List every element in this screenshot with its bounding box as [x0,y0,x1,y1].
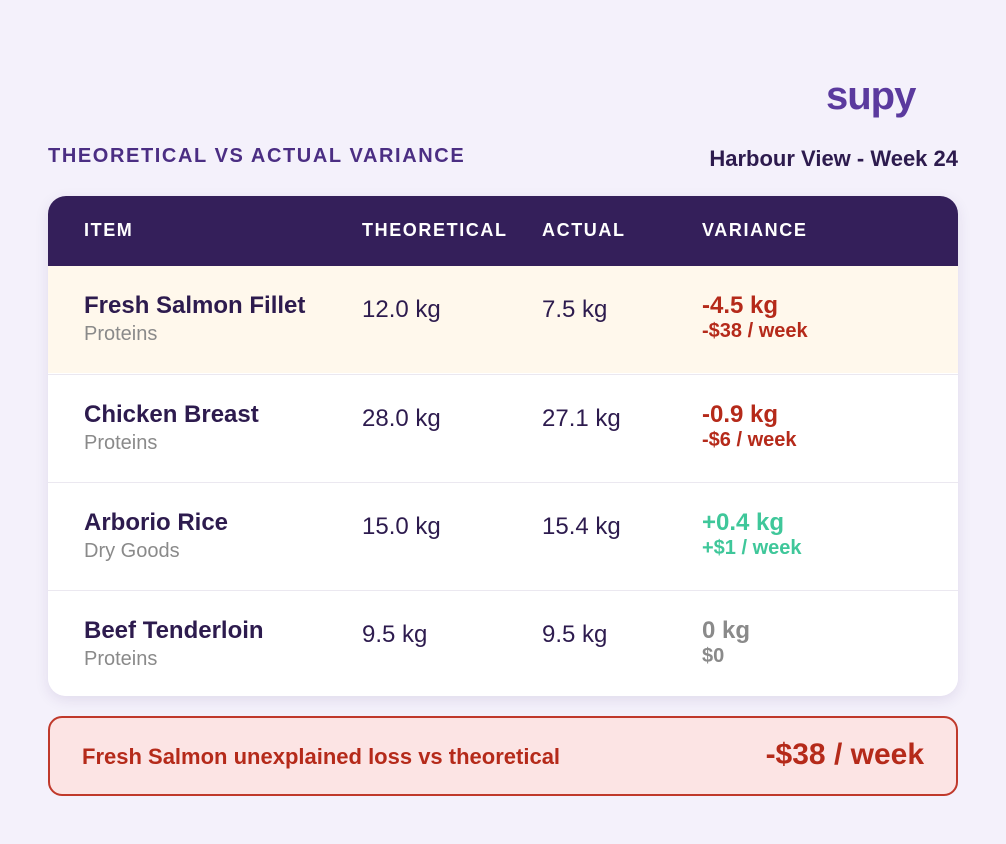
actual-qty: 9.5 kg [542,621,608,648]
item-name: Fresh Salmon Fillet [84,292,306,319]
alert-text: Fresh Salmon unexplained loss vs theoret… [82,744,561,769]
variance-cost: +$1 / week [702,537,802,559]
item-name: Beef Tenderloin [84,617,264,644]
alert-banner: Fresh Salmon unexplained loss vs theoret… [48,716,958,796]
item-category: Dry Goods [84,540,180,562]
page-subtitle: Harbour View - Week 24 [709,146,958,171]
variance-table: ITEM THEORETICAL ACTUAL VARIANCE Fresh Salm… [48,196,958,696]
actual-qty: 15.4 kg [542,513,621,540]
theoretical-qty: 9.5 kg [362,621,428,648]
variance-qty: +0.4 kg [702,509,785,536]
theoretical-qty: 15.0 kg [362,513,441,540]
item-category: Proteins [84,323,158,345]
column-header: ACTUAL [542,220,626,240]
item-category: Proteins [84,432,158,454]
table-row: Beef Tenderloin Proteins 9.5 kg 9.5 kg 0 kg $… [48,590,958,696]
column-header: THEORETICAL [362,220,508,240]
alert-amount: -$38 / week [765,738,924,771]
column-header: VARIANCE [702,220,808,240]
variance-qty: -0.9 kg [702,401,779,428]
theoretical-qty: 12.0 kg [362,296,441,323]
actual-qty: 7.5 kg [542,296,608,323]
table-row: Fresh Salmon Fillet Proteins 12.0 kg 7.5 kg… [48,266,958,373]
variance-cost: $0 [702,645,725,667]
variance-cost: -$38 / week [702,320,808,342]
page-title: THEORETICAL VS ACTUAL VARIANCE [48,145,466,167]
brand-logo: supy [826,74,916,118]
variance-cost: -$6 / week [702,429,797,451]
item-name: Chicken Breast [84,401,259,428]
table-row: Arborio Rice Dry Goods 15.0 kg 15.4 kg +0.4 … [48,482,958,590]
item-category: Proteins [84,648,158,670]
item-name: Arborio Rice [84,509,229,536]
table-header: ITEM THEORETICAL ACTUAL VARIANCE [48,196,958,266]
variance-qty: -4.5 kg [702,292,779,319]
theoretical-qty: 28.0 kg [362,405,441,432]
table-row: Chicken Breast Proteins 28.0 kg 27.1 kg -0.9… [48,374,958,482]
variance-qty: 0 kg [702,617,751,644]
column-header: ITEM [84,220,134,240]
actual-qty: 27.1 kg [542,405,621,432]
